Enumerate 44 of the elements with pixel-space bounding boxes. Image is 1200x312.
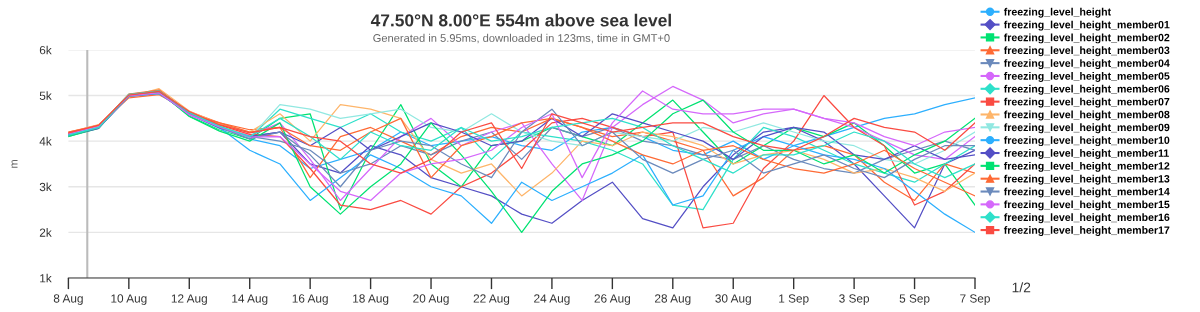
legend-label: freezing_level_height_member10: [1003, 136, 1170, 147]
x-tick-label: 5 Sep: [899, 294, 930, 305]
x-tick-label: 30 Aug: [715, 294, 751, 305]
x-tick-label: 12 Aug: [171, 294, 207, 305]
x-tick-label: 3 Sep: [839, 294, 870, 305]
x-tick-label: 7 Sep: [960, 294, 990, 305]
legend-label: freezing_level_height_member14: [1003, 187, 1170, 198]
chart-subtitle: Generated in 5.95ms, downloaded in 123ms, time in GMT+0: [373, 33, 670, 44]
y-tick-label: 2k: [39, 228, 52, 237]
legend-label: freezing_level_height_member08: [1003, 110, 1170, 121]
legend-label: freezing_level_height_member06: [1003, 84, 1170, 95]
x-tick-label: 24 Aug: [534, 294, 570, 305]
x-tick-label: 16 Aug: [292, 294, 328, 305]
x-tick-label: 1 Sep: [779, 294, 809, 305]
legend-label: freezing_level_height_member16: [1003, 213, 1170, 224]
y-tick-label: 3k: [39, 182, 52, 192]
y-tick-label: 6k: [39, 45, 52, 55]
x-tick-label: 26 Aug: [594, 294, 630, 305]
text: 1/2: [1012, 282, 1031, 293]
legend-label: freezing_level_height_member04: [1003, 59, 1170, 70]
y-tick-label: 4k: [39, 136, 52, 146]
legend-label: freezing_level_height_member09: [1003, 123, 1170, 134]
y-axis-title: m: [11, 160, 18, 168]
x-tick-label: 8 Aug: [53, 294, 83, 305]
legend-label: freezing_level_height_member13: [1003, 174, 1170, 185]
chart-title: 47.50°N 8.00°E 554m above sea level: [370, 13, 671, 27]
legend-label: freezing_level_height_member15: [1003, 200, 1170, 211]
x-tick-label: 18 Aug: [353, 294, 389, 305]
legend-label: freezing_level_height_member12: [1003, 161, 1170, 172]
legend-label: freezing_level_height_member01: [1003, 20, 1170, 31]
legend-label: freezing_level_height_member17: [1003, 226, 1170, 236]
legend-label: freezing_level_height_member07: [1003, 97, 1170, 108]
legend-label: freezing_level_height_member11: [1003, 149, 1169, 159]
y-tick-label: 5k: [39, 91, 52, 100]
legend-label: freezing_level_height_member05: [1003, 72, 1170, 82]
legend-label: freezing_level_height_member02: [1003, 33, 1170, 44]
x-tick-label: 10 Aug: [111, 294, 147, 305]
x-tick-label: 14 Aug: [232, 294, 268, 305]
x-tick-label: 20 Aug: [413, 294, 449, 305]
legend-label: freezing_level_height_member03: [1003, 46, 1170, 57]
x-tick-label: 28 Aug: [655, 294, 691, 305]
legend-label: freezing_level_height: [1003, 7, 1111, 18]
x-tick-label: 22 Aug: [473, 294, 510, 305]
y-tick-label: 1k: [40, 273, 52, 283]
